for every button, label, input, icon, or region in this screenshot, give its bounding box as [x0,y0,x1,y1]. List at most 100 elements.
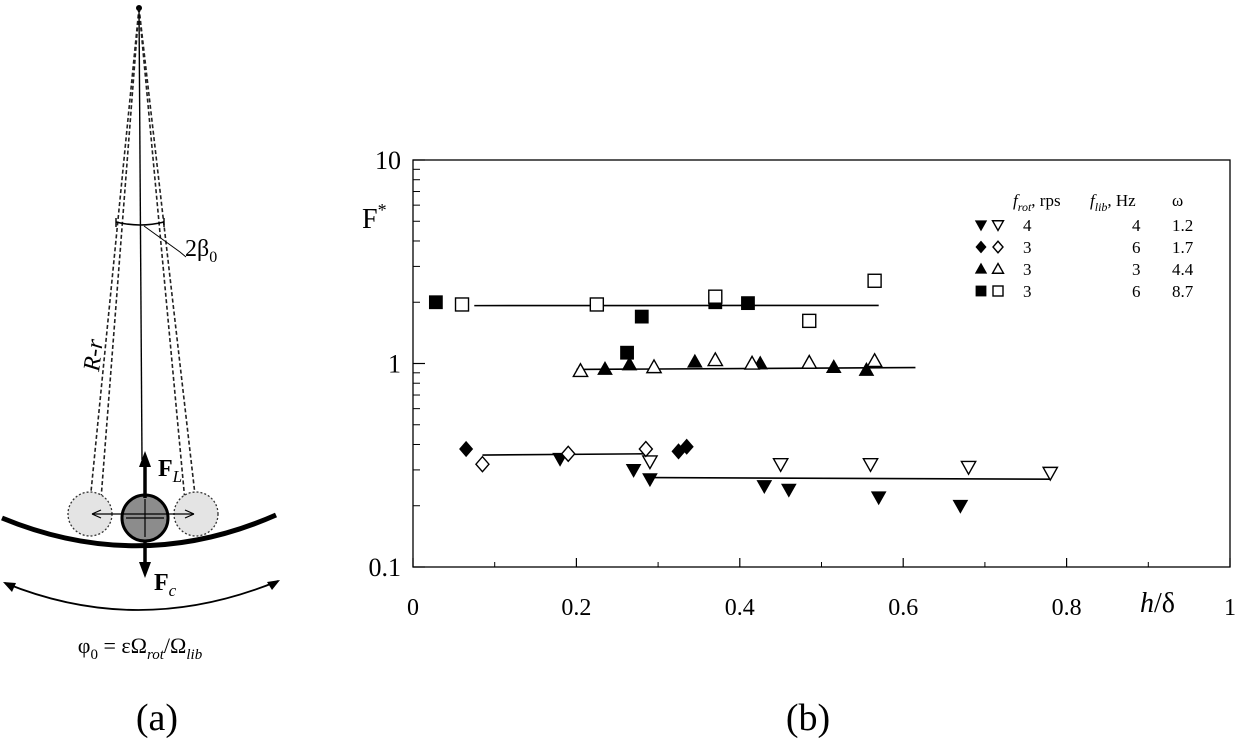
angle-leader-line [143,225,187,258]
legend-marker-filled-triangle-up [974,262,988,274]
data-point-filled-triangle-down [870,491,887,506]
legend-marker-filled-square [975,285,987,297]
centrifugal-force-label: Fc [154,570,177,600]
legend-rows: 4 4 1.2 3 6 1.7 3 3 4.4 3 6 8.7 [974,216,1194,301]
data-point-filled-triangle-up [858,361,875,376]
y-tick-label: 0.1 [369,553,402,582]
x-axis-label: h/δ [1140,588,1175,619]
x-tick-label: 0 [407,595,419,621]
legend-omega-value: 4.4 [1172,260,1194,279]
fit-line [649,476,1051,481]
data-point-filled-square [428,295,443,310]
legend-omega-value: 1.2 [1172,216,1193,235]
arm-right-outer [138,7,198,513]
data-point-open-triangle-up [800,354,818,369]
x-tick-label: 0.4 [725,595,755,621]
data-point-filled-triangle-up [825,359,842,374]
x-tick-label: 0.2 [561,595,591,621]
data-point-open-square [802,313,817,329]
bowl-surface [1,512,278,549]
data-point-filled-triangle-down [780,483,797,498]
plot-frame [412,159,1231,568]
arm-left-inner [99,7,140,513]
amplitude-arrow-left [91,509,102,519]
legend-flib-value: 6 [1132,282,1141,301]
data-point-open-triangle-down [641,455,659,471]
legend-frot-value: 3 [1023,260,1032,279]
data-point-open-square [867,273,882,288]
lift-force-arrowhead [139,451,151,467]
data-point-filled-diamond [459,440,474,458]
legend-marker-open-square [992,285,1004,297]
data-point-filled-diamond [679,438,694,455]
data-point-open-diamond [638,440,654,458]
legend-header-flib: flib, Hz [1090,191,1136,214]
data-point-open-triangle-up [706,351,724,367]
legend-header-omega: ω [1172,191,1183,210]
x-tick-label: 1 [1224,595,1236,621]
legend-flib-value: 3 [1132,260,1141,279]
data-markers [428,273,1059,514]
legend-frot-value: 4 [1023,216,1032,235]
data-point-open-triangle-up [645,358,663,374]
data-point-open-diamond [560,445,576,463]
legend-marker-open-diamond [992,240,1004,254]
legend-frot-value: 3 [1023,238,1032,257]
data-point-open-triangle-up [866,352,883,368]
arm-left-outer [88,7,140,513]
data-point-filled-triangle-down [625,463,642,478]
data-point-open-triangle-up [743,354,761,370]
lift-force-label: FL [158,456,182,486]
data-point-filled-triangle-down [756,480,773,494]
data-point-filled-triangle-down [952,499,969,514]
pendulum-arms [88,7,198,513]
data-point-open-square [454,297,470,312]
amplitude-equation: φ0 = εΩrot/Ωlib [78,633,203,663]
data-point-open-diamond [475,455,490,473]
data-point-open-square [589,297,605,312]
legend-flib-value: 6 [1132,238,1141,257]
libration-arrow-left [3,582,16,592]
panel-b-caption: (b) [786,697,830,739]
panel-a-diagram: 2β0 R-r FL Fc φ0 = εΩrot/Ωlib (a) [1,5,280,739]
legend-omega-value: 8.7 [1172,282,1194,301]
legend-marker-open-triangle-up [991,262,1005,274]
y-axis-label: F* [362,200,387,235]
x-tick-label: 0.8 [1052,595,1082,621]
legend-omega-value: 1.7 [1172,238,1194,257]
amplitude-arrow-right [184,509,195,519]
data-point-open-triangle-down [862,457,879,473]
legend-header-frot: frot, rps [1013,191,1061,214]
data-point-filled-square [634,309,649,324]
tick-labels: 0 0.2 0.4 0.6 0.8 1 0.1 1 10 [369,146,1237,621]
data-point-open-triangle-down [1041,466,1059,482]
data-point-open-triangle-down [772,457,789,473]
libration-arrow-right [267,580,280,590]
vertical-axis-line [138,7,143,461]
legend-marker-filled-triangle-down [974,220,988,232]
y-tick-label: 10 [375,146,401,175]
angle-label: 2β0 [185,236,217,266]
legend-marker-filled-diamond [975,240,987,254]
legend-marker-open-triangle-down [991,220,1005,232]
x-tick-label: 0.6 [888,595,918,621]
panel-b-chart: 0 0.2 0.4 0.6 0.8 1 0.1 1 10 F* h/δ frot, rps fl… [362,146,1236,739]
angle-arc [115,221,165,226]
centrifugal-force-arrowhead [139,562,151,578]
data-point-open-triangle-down [960,460,977,476]
legend-frot-value: 3 [1023,282,1032,301]
data-point-filled-triangle-up [687,353,703,368]
arm-length-label: R-r [79,337,109,374]
legend-flib-value: 4 [1132,216,1141,235]
libration-arc [4,580,279,611]
data-point-filled-triangle-up [597,361,613,375]
data-point-filled-square [741,296,755,311]
data-point-filled-triangle-up [621,356,638,371]
data-point-open-triangle-up [572,362,589,378]
data-point-open-square [708,289,723,304]
axis-ticks [412,159,1231,568]
arm-right-inner [138,7,187,513]
legend: frot, rps flib, Hz ω 4 4 1.2 3 6 1.7 3 3 4.4 3 6 8.… [974,191,1194,301]
y-tick-label: 1 [388,350,401,379]
